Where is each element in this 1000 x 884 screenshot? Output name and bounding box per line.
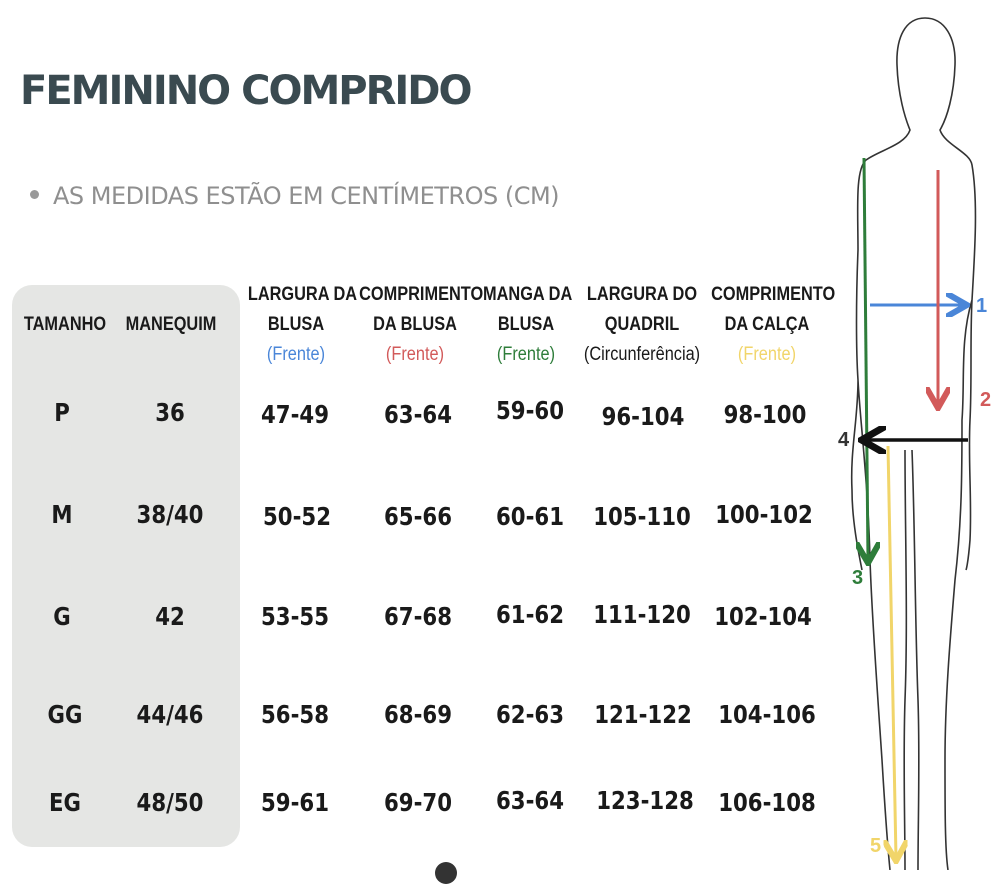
header-comprimento-calca: COMPRIMENTO DA CALÇA (Frente) xyxy=(711,280,835,370)
cell-manga-blusa: 60-61 xyxy=(496,502,564,531)
cell-comprimento-blusa: 67-68 xyxy=(384,602,452,631)
cell-manga-blusa: 63-64 xyxy=(496,786,564,815)
cell-comprimento-calca: 98-100 xyxy=(723,400,807,429)
bullet-icon xyxy=(30,189,39,199)
cell-comprimento-calca: 100-102 xyxy=(715,500,813,529)
header-largura-blusa: LARGURA DA BLUSA (Frente) xyxy=(248,280,357,370)
header-comprimento-blusa-line1: COMPRIMENTO xyxy=(359,284,484,305)
cell-tamanho: GG xyxy=(47,700,83,729)
cell-manga-blusa: 62-63 xyxy=(496,700,564,729)
cell-comprimento-blusa: 65-66 xyxy=(384,502,452,531)
page-indicator-dot[interactable] xyxy=(435,862,457,884)
cell-comprimento-calca: 102-104 xyxy=(714,602,812,631)
cell-largura-blusa: 50-52 xyxy=(263,502,331,531)
cell-tamanho: G xyxy=(53,602,71,631)
header-manga-blusa-line1: MANGA DA xyxy=(483,284,573,305)
body-measurement-figure: 1 2 3 4 5 xyxy=(838,17,991,870)
header-comprimento-blusa: COMPRIMENTO DA BLUSA (Frente) xyxy=(359,280,483,370)
header-comprimento-blusa-line2: DA BLUSA xyxy=(373,314,457,335)
cell-manequim: 44/46 xyxy=(136,700,204,729)
cell-largura-quadril: 121-122 xyxy=(594,700,692,729)
header-comprimento-blusa-sub: (Frente) xyxy=(385,344,445,365)
units-note: AS MEDIDAS ESTÃO EM CENTÍMETROS (CM) xyxy=(30,182,560,210)
body-outline xyxy=(850,17,977,870)
header-manga-blusa: MANGA DA BLUSA (Frente) xyxy=(483,280,573,370)
cell-comprimento-blusa: 69-70 xyxy=(384,788,452,817)
cell-manequim: 38/40 xyxy=(136,500,204,529)
measure-label-5: 5 xyxy=(870,835,881,857)
cell-comprimento-blusa: 68-69 xyxy=(384,700,452,729)
cell-largura-blusa: 53-55 xyxy=(261,602,329,631)
measure-label-4: 4 xyxy=(838,429,850,451)
header-largura-blusa-line2: BLUSA xyxy=(267,314,325,335)
cell-manequim: 48/50 xyxy=(136,788,204,817)
cell-tamanho: EG xyxy=(49,788,81,817)
header-largura-quadril-line1: LARGURA DO xyxy=(586,284,698,305)
header-comprimento-calca-sub: (Frente) xyxy=(737,344,797,365)
header-largura-quadril: LARGURA DO QUADRIL (Circunferência) xyxy=(584,280,701,370)
units-note-text: AS MEDIDAS ESTÃO EM CENTÍMETROS (CM) xyxy=(53,182,560,210)
header-manga-blusa-sub: (Frente) xyxy=(496,344,556,365)
measure-3-arrow xyxy=(864,157,868,560)
header-largura-quadril-line2: QUADRIL xyxy=(604,314,680,335)
header-comprimento-calca-line1: COMPRIMENTO xyxy=(711,284,836,305)
header-comprimento-calca-line2: DA CALÇA xyxy=(724,314,810,335)
cell-comprimento-blusa: 63-64 xyxy=(384,400,452,429)
cell-tamanho: M xyxy=(51,500,73,529)
cell-largura-blusa: 56-58 xyxy=(261,700,329,729)
cell-tamanho: P xyxy=(54,398,70,427)
header-largura-blusa-sub: (Frente) xyxy=(266,344,326,365)
cell-comprimento-calca: 106-108 xyxy=(718,788,816,817)
page-title: FEMININO COMPRIDO xyxy=(20,68,472,114)
measure-label-3: 3 xyxy=(852,567,863,589)
cell-manga-blusa: 59-60 xyxy=(496,396,564,425)
measure-label-1: 1 xyxy=(976,295,987,317)
cell-manequim: 36 xyxy=(155,398,185,427)
cell-largura-quadril: 111-120 xyxy=(593,600,691,629)
cell-comprimento-calca: 104-106 xyxy=(718,700,816,729)
size-column-panel xyxy=(12,285,240,847)
header-manga-blusa-line2: BLUSA xyxy=(497,314,555,335)
header-manequim: MANEQUIM xyxy=(125,314,217,335)
cell-manga-blusa: 61-62 xyxy=(496,600,564,629)
cell-largura-blusa: 59-61 xyxy=(261,788,329,817)
cell-largura-quadril: 123-128 xyxy=(596,786,694,815)
header-largura-quadril-sub: (Circunferência) xyxy=(583,344,701,365)
measure-5-arrow xyxy=(888,445,896,858)
cell-largura-blusa: 47-49 xyxy=(261,400,329,429)
cell-manequim: 42 xyxy=(155,602,185,631)
header-largura-blusa-line1: LARGURA DA xyxy=(247,284,358,305)
cell-largura-quadril: 105-110 xyxy=(593,502,691,531)
cell-largura-quadril: 96-104 xyxy=(601,402,685,431)
header-tamanho: TAMANHO xyxy=(23,314,107,335)
measure-label-2: 2 xyxy=(980,389,991,411)
